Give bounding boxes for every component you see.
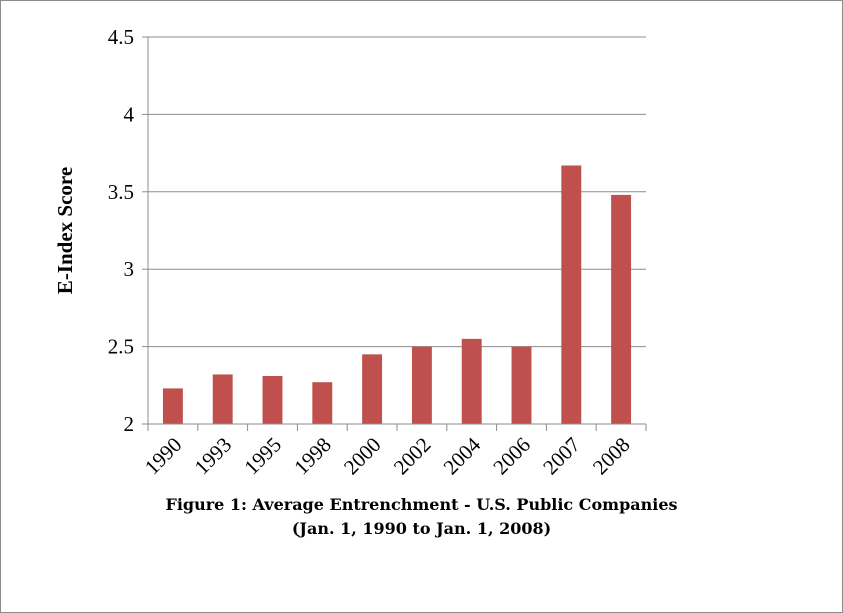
x-tick-labels: 1990 1993 1995 1998 2000 2002 2004 2006 2007 2008 <box>140 432 635 479</box>
figure-caption: Figure 1: Average Entrenchment - U.S. Pu… <box>0 493 843 541</box>
bar <box>162 388 183 424</box>
y-tick-label: 4 <box>124 102 135 126</box>
x-tick-label: 1995 <box>239 433 286 480</box>
bar <box>511 346 532 424</box>
y-tick-label: 4.5 <box>108 25 134 49</box>
x-tick-label: 2002 <box>389 433 436 480</box>
bar <box>362 354 383 424</box>
bar <box>611 194 632 424</box>
bar <box>312 382 333 424</box>
x-tick-label: 1990 <box>140 433 187 480</box>
x-tick-label: 2000 <box>339 433 386 480</box>
caption-line-2: (Jan. 1, 1990 to Jan. 1, 2008) <box>291 519 552 538</box>
y-tick-label: 3.5 <box>108 180 134 204</box>
bar <box>212 374 233 424</box>
y-tick-label: 2.5 <box>108 335 134 359</box>
bar <box>262 376 283 424</box>
y-tick-label: 2 <box>124 412 135 436</box>
axes <box>147 37 647 431</box>
x-tick-label: 2007 <box>538 433 585 480</box>
caption-line-1: Figure 1: Average Entrenchment - U.S. Pu… <box>165 495 678 514</box>
y-tick-labels: 2 2.5 3 3.5 4 4.5 <box>108 25 135 436</box>
x-tick-label: 2008 <box>588 433 635 480</box>
y-tick-label: 3 <box>124 257 135 281</box>
x-tick-label: 1998 <box>289 433 336 480</box>
y-axis-title: E-Index Score <box>53 167 77 294</box>
bar <box>411 346 432 424</box>
x-tick-label: 2006 <box>488 433 535 480</box>
bar <box>461 338 482 424</box>
x-tick-label: 2004 <box>439 432 486 479</box>
bars <box>162 165 632 424</box>
x-tick-label: 1993 <box>190 433 237 480</box>
bar <box>561 165 582 424</box>
